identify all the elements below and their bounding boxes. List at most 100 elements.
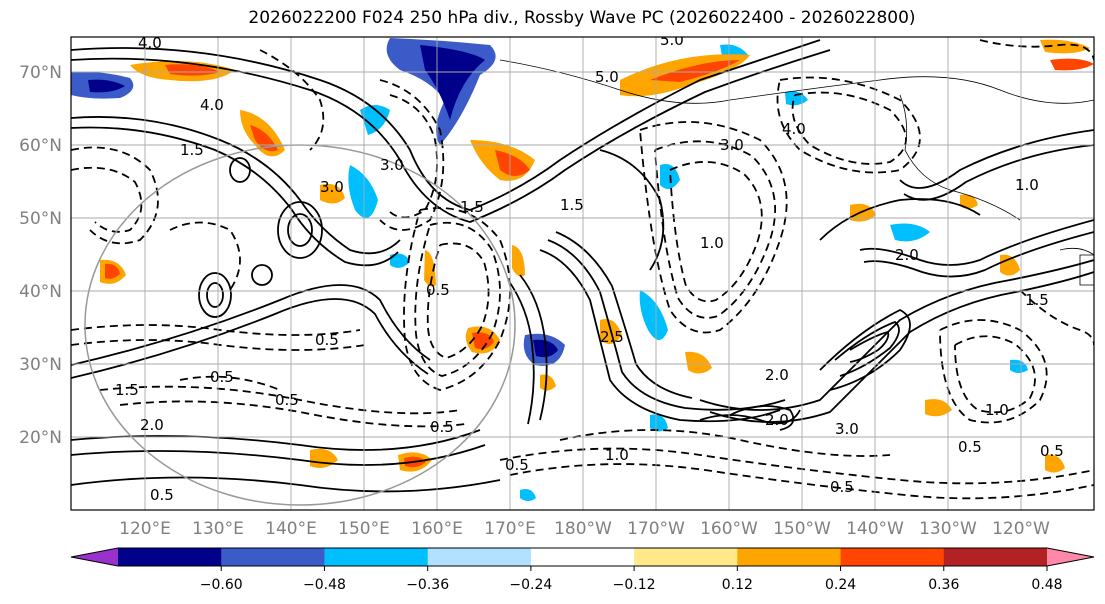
- colorbar-tick-label: −0.48: [303, 577, 346, 593]
- contour-label: 2.5: [600, 328, 624, 346]
- lon-label: 160°E: [411, 519, 463, 539]
- div-patch: [1050, 58, 1094, 71]
- contour-label: 5.0: [660, 31, 684, 49]
- lon-label: 150°W: [773, 519, 831, 539]
- colorbar-cell: [737, 548, 842, 566]
- colorbar-tick-label: −0.60: [200, 577, 243, 593]
- lon-label: 130°E: [192, 519, 244, 539]
- div-patch: [960, 194, 978, 209]
- contour-label: 0.5: [275, 391, 299, 409]
- lon-label: 170°W: [627, 519, 685, 539]
- colorbar-outline: [70, 547, 1095, 567]
- contour-label: 0.5: [315, 331, 339, 349]
- contour-label: 1.5: [460, 198, 484, 216]
- div-patch: [650, 60, 740, 82]
- div-patch: [495, 150, 530, 176]
- conv-patch: [890, 223, 930, 242]
- conv-patch: [360, 105, 390, 135]
- colorbar-tick-label: 0.24: [825, 577, 856, 593]
- conv-patch: [639, 290, 668, 340]
- contour-label: 4.0: [138, 34, 162, 52]
- lat-label: 70°N: [19, 63, 62, 83]
- div-patch: [1000, 254, 1020, 276]
- contour-label: 2.0: [765, 366, 789, 384]
- div-patch: [320, 183, 345, 204]
- colorbar-cell: [324, 548, 429, 566]
- colorbar-cell: [840, 548, 945, 566]
- lon-label: 180°W: [554, 519, 612, 539]
- div-patch: [512, 245, 525, 277]
- contour-label: 1.0: [700, 234, 724, 252]
- graticule: [71, 37, 1094, 510]
- solid-contours: [71, 39, 1094, 493]
- lat-label: 60°N: [19, 136, 62, 156]
- lat-label: 40°N: [19, 282, 62, 302]
- conv-patch: [520, 489, 536, 501]
- lon-label: 160°W: [700, 519, 758, 539]
- contour-label: 0.5: [426, 281, 450, 299]
- contour-label: 1.5: [560, 196, 584, 214]
- contour-label: 1.0: [985, 401, 1009, 419]
- div-patch: [685, 351, 712, 374]
- coastlines: [499, 59, 1094, 286]
- colorbar-cell: [427, 548, 532, 566]
- conv-patch: [88, 79, 125, 93]
- lon-label: 130°W: [919, 519, 977, 539]
- contour-label: 0.5: [150, 486, 174, 504]
- conv-patch: [390, 253, 410, 268]
- contour-label: 1.0: [1015, 176, 1039, 194]
- contour-label: 5.0: [595, 68, 619, 86]
- conv-patch: [348, 165, 378, 218]
- div-patch: [165, 64, 220, 76]
- dashed-contours: [71, 39, 1094, 500]
- contour-label: 0.5: [830, 478, 854, 496]
- colorbar-extend-right: [1047, 548, 1094, 566]
- colorbar-tick-label: 0.48: [1031, 577, 1062, 593]
- div-patch: [1045, 454, 1065, 473]
- colorbar-cell: [530, 548, 635, 566]
- contour-label: 1.5: [1025, 291, 1049, 309]
- contour-label: 0.5: [430, 418, 454, 436]
- colorbar-cell: [221, 548, 325, 566]
- contour-label: 4.0: [200, 96, 224, 114]
- lon-label: 150°E: [338, 519, 390, 539]
- div-patch: [1040, 39, 1090, 54]
- contour-label: 2.0: [140, 416, 164, 434]
- lat-label: 20°N: [19, 428, 62, 448]
- colorbar-cell: [118, 548, 222, 566]
- div-patch: [925, 399, 952, 417]
- lon-label: 140°E: [265, 519, 317, 539]
- contour-label: 3.0: [835, 420, 859, 438]
- lat-axis: 70°N 60°N 50°N 40°N 30°N 20°N: [19, 63, 62, 448]
- colorbar-tick-label: −0.24: [509, 577, 552, 593]
- colorbar-cell: [634, 548, 738, 566]
- lon-label: 170°E: [484, 519, 536, 539]
- contour-label: 1.5: [180, 141, 204, 159]
- contour-label: 4.0: [782, 120, 806, 138]
- contour-label: 0.5: [1040, 442, 1064, 460]
- contour-label: 3.0: [380, 156, 404, 174]
- contour-label: 0.5: [958, 438, 982, 456]
- contour-label: 2.0: [895, 246, 919, 264]
- colorbar: −0.60 −0.48 −0.36 −0.24 −0.12 0.12 0.24 0.36 0.4…: [70, 547, 1095, 593]
- colorbar-tick-label: 0.12: [722, 577, 753, 593]
- contour-label: 3.0: [720, 136, 744, 154]
- div-patch: [424, 250, 436, 287]
- colorbar-extend-left: [71, 548, 118, 566]
- div-patch: [105, 263, 120, 279]
- conv-patch: [1010, 359, 1028, 373]
- contour-label: 1.0: [605, 446, 629, 464]
- div-patch: [472, 332, 494, 350]
- colorbar-cell: [943, 548, 1048, 566]
- conv-patch: [650, 414, 668, 432]
- contour-label: 2.0: [765, 411, 789, 429]
- lat-label: 30°N: [19, 355, 62, 375]
- conv-patch: [420, 45, 485, 120]
- contour-label: 1.5: [115, 381, 139, 399]
- map-frame: [71, 37, 1094, 510]
- contour-label: 0.5: [210, 368, 234, 386]
- lon-axis: 120°E 130°E 140°E 150°E 160°E 170°E 180°…: [119, 519, 1050, 539]
- colorbar-tick-label: 0.36: [928, 577, 959, 593]
- contour-label: 0.5: [505, 456, 529, 474]
